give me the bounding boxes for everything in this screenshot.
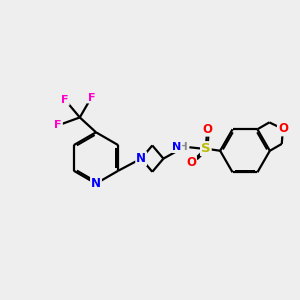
Text: O: O xyxy=(202,123,212,136)
Text: F: F xyxy=(55,120,62,130)
Text: N: N xyxy=(91,177,101,190)
Text: F: F xyxy=(61,95,69,105)
Text: S: S xyxy=(201,142,211,155)
Text: O: O xyxy=(278,122,288,135)
Text: F: F xyxy=(88,93,95,103)
Text: N: N xyxy=(172,142,181,152)
Text: O: O xyxy=(186,156,196,169)
Text: N: N xyxy=(136,152,146,165)
Text: H: H xyxy=(179,142,188,152)
